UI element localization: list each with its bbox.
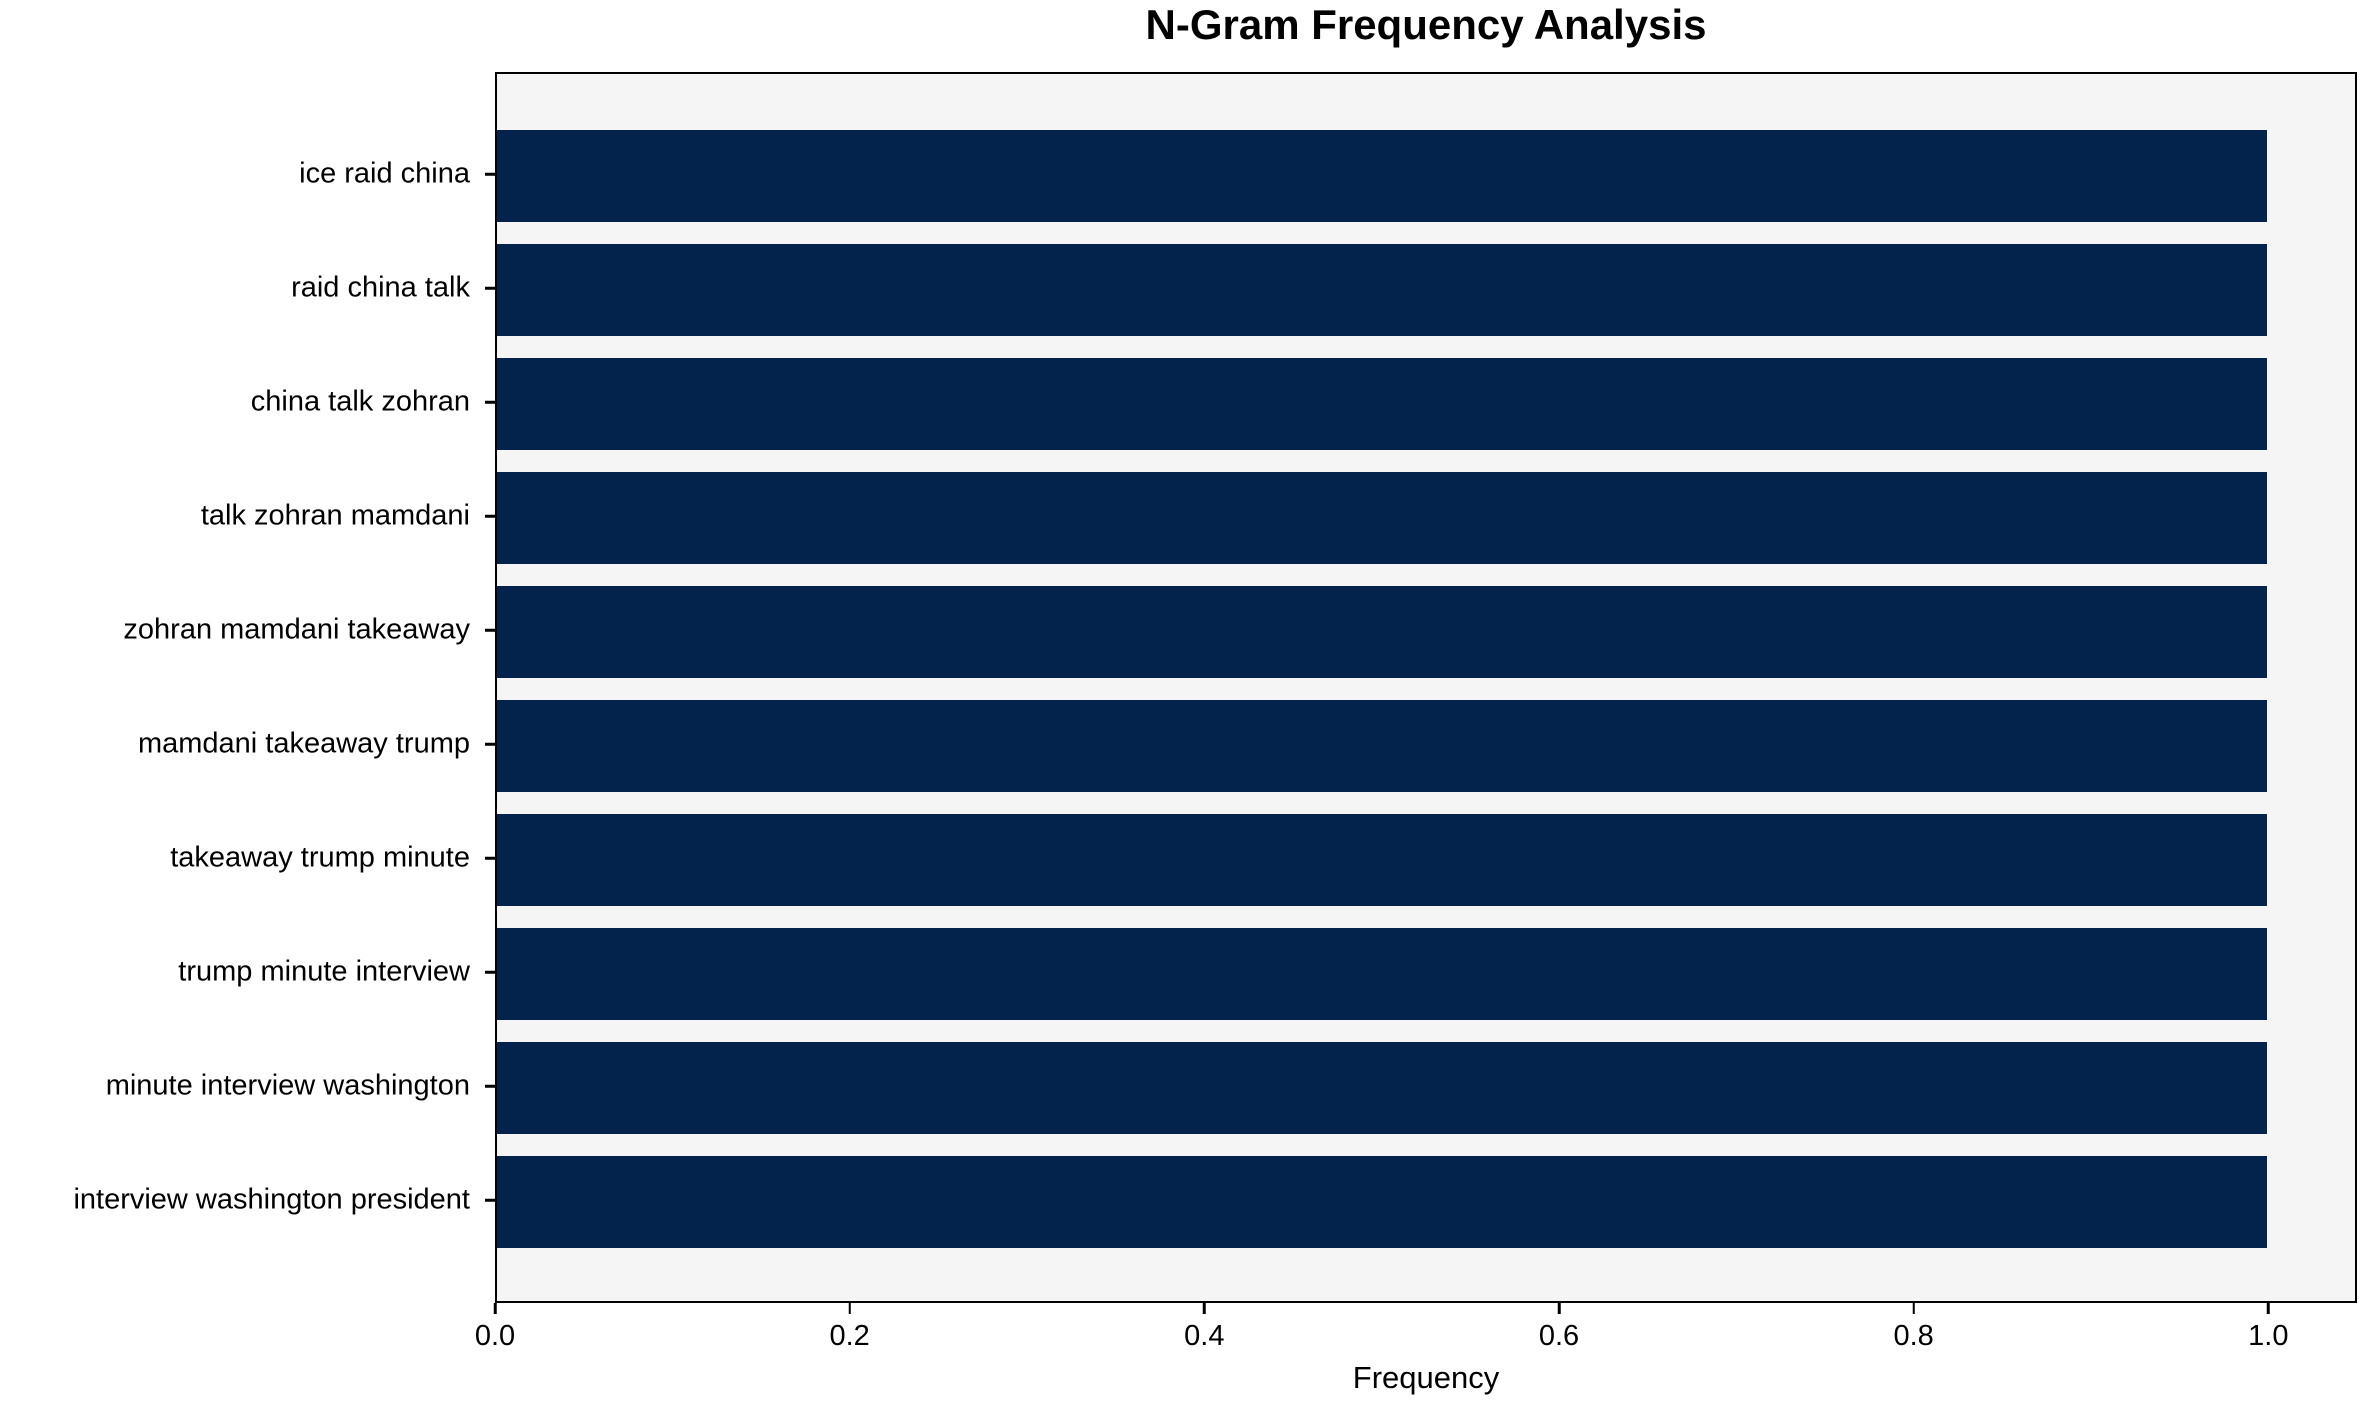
x-axis-tick-label: 0.8 (1893, 1320, 1934, 1352)
x-axis-tick-mark (1557, 1303, 1561, 1314)
y-axis-tick-mark (485, 1198, 496, 1202)
x-axis-tick-mark (848, 1303, 851, 1314)
x-axis-tick-label: 1.0 (2248, 1320, 2289, 1352)
bar (497, 130, 2267, 222)
y-axis-tick-mark (485, 970, 496, 974)
x-axis-tick-mark (493, 1303, 497, 1314)
x-axis-tick-label: 0.2 (829, 1320, 870, 1352)
y-axis-tick-mark (485, 172, 496, 176)
y-axis-tick-label: mamdani takeaway trump (137, 727, 470, 760)
x-axis-tick-mark (1203, 1303, 1206, 1314)
bar (497, 700, 2267, 792)
x-axis-tick-label: 0.6 (1538, 1320, 1580, 1352)
y-axis-tick-label: takeaway trump minute (170, 841, 470, 874)
y-axis-tick-label: interview washington president (73, 1183, 470, 1216)
bar (497, 586, 2267, 678)
bar (497, 1156, 2267, 1248)
bar (497, 814, 2267, 906)
y-axis-tick-mark (485, 514, 496, 518)
y-axis-tick-label: zohran mamdani takeaway (123, 613, 470, 646)
bar (497, 1042, 2267, 1134)
y-axis-tick-label: minute interview washington (105, 1069, 470, 1102)
y-axis-tick-label: raid china talk (291, 271, 470, 304)
x-axis-tick-mark (2267, 1303, 2270, 1314)
y-axis-tick-label: ice raid china (299, 157, 470, 190)
bar (497, 928, 2267, 1020)
x-axis-title: Frequency (1352, 1360, 1500, 1395)
y-axis-tick-label: china talk zohran (250, 385, 470, 418)
bar (497, 472, 2267, 564)
y-axis-tick-mark (485, 1084, 496, 1088)
x-axis-tick-label: 0.0 (474, 1320, 516, 1352)
bar (497, 244, 2267, 336)
y-axis-tick-mark (485, 400, 496, 404)
chart-title: N-Gram Frequency Analysis (1145, 1, 1707, 48)
y-axis-tick-mark (485, 856, 496, 860)
plot-area (495, 72, 2357, 1303)
y-axis-tick-label: talk zohran mamdani (200, 499, 470, 532)
x-axis-tick-label: 0.4 (1184, 1320, 1225, 1352)
y-axis-tick-mark (485, 628, 496, 632)
y-axis-tick-mark (485, 286, 496, 290)
y-axis-tick-mark (485, 742, 496, 746)
bar (497, 358, 2267, 450)
y-axis-tick-label: trump minute interview (178, 955, 470, 988)
x-axis-tick-mark (1912, 1303, 1915, 1314)
